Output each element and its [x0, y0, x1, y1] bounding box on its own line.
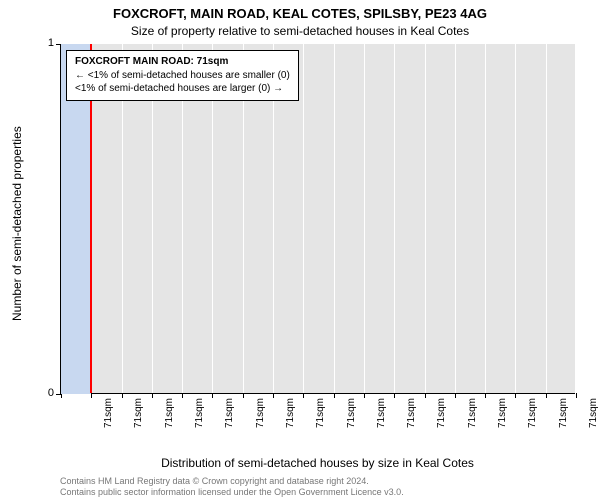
footer-attribution: Contains HM Land Registry data © Crown c… — [60, 476, 404, 499]
legend-line-smaller: ← <1% of semi-detached houses are smalle… — [75, 69, 290, 83]
x-tick — [425, 393, 426, 398]
legend-line-larger: <1% of semi-detached houses are larger (… — [75, 82, 290, 96]
x-tick — [485, 393, 486, 398]
x-tick-label: 71sqm — [467, 398, 478, 428]
x-tick — [515, 393, 516, 398]
x-tick — [394, 393, 395, 398]
x-tick-label: 71sqm — [164, 398, 175, 428]
x-tick-label: 71sqm — [527, 398, 538, 428]
x-tick — [273, 393, 274, 398]
x-tick-label: 71sqm — [224, 398, 235, 428]
x-tick-label: 71sqm — [436, 398, 447, 428]
x-tick — [576, 393, 577, 398]
x-tick-label: 71sqm — [497, 398, 508, 428]
legend-box: FOXCROFT MAIN ROAD: 71sqm ← <1% of semi-… — [66, 50, 299, 101]
x-tick — [91, 393, 92, 398]
footer-line-2: Contains public sector information licen… — [60, 487, 404, 498]
gridline-v — [515, 44, 516, 393]
footer-line-1: Contains HM Land Registry data © Crown c… — [60, 476, 404, 487]
x-tick-label: 71sqm — [103, 398, 114, 428]
gridline-v — [364, 44, 365, 393]
gridline-v — [425, 44, 426, 393]
x-tick — [546, 393, 547, 398]
x-tick — [152, 393, 153, 398]
gridline-v — [334, 44, 335, 393]
y-tick — [56, 394, 61, 395]
x-tick-label: 71sqm — [133, 398, 144, 428]
x-tick-label: 71sqm — [406, 398, 417, 428]
y-tick-label: 1 — [44, 37, 54, 49]
x-tick-label: 71sqm — [376, 398, 387, 428]
x-tick — [455, 393, 456, 398]
chart-title-sub: Size of property relative to semi-detach… — [0, 24, 600, 38]
x-tick-label: 71sqm — [346, 398, 357, 428]
x-tick — [212, 393, 213, 398]
x-tick-label: 71sqm — [194, 398, 205, 428]
x-tick-label: 71sqm — [315, 398, 326, 428]
x-tick-label: 71sqm — [255, 398, 266, 428]
x-axis-label: Distribution of semi-detached houses by … — [60, 456, 575, 470]
x-tick-label: 71sqm — [558, 398, 569, 428]
x-tick — [303, 393, 304, 398]
gridline-v — [455, 44, 456, 393]
chart-title-main: FOXCROFT, MAIN ROAD, KEAL COTES, SPILSBY… — [0, 6, 600, 21]
x-tick — [182, 393, 183, 398]
gridline-v — [546, 44, 547, 393]
x-tick — [334, 393, 335, 398]
legend-title: FOXCROFT MAIN ROAD: 71sqm — [75, 55, 290, 69]
gridline-v — [303, 44, 304, 393]
y-axis-label: Number of semi-detached properties — [10, 126, 24, 321]
y-tick — [56, 44, 61, 45]
y-tick-label: 0 — [44, 387, 54, 399]
x-tick — [122, 393, 123, 398]
x-tick-label: 71sqm — [285, 398, 296, 428]
x-tick — [364, 393, 365, 398]
x-tick-label: 71sqm — [588, 398, 599, 428]
gridline-v — [394, 44, 395, 393]
x-tick — [243, 393, 244, 398]
gridline-v — [485, 44, 486, 393]
